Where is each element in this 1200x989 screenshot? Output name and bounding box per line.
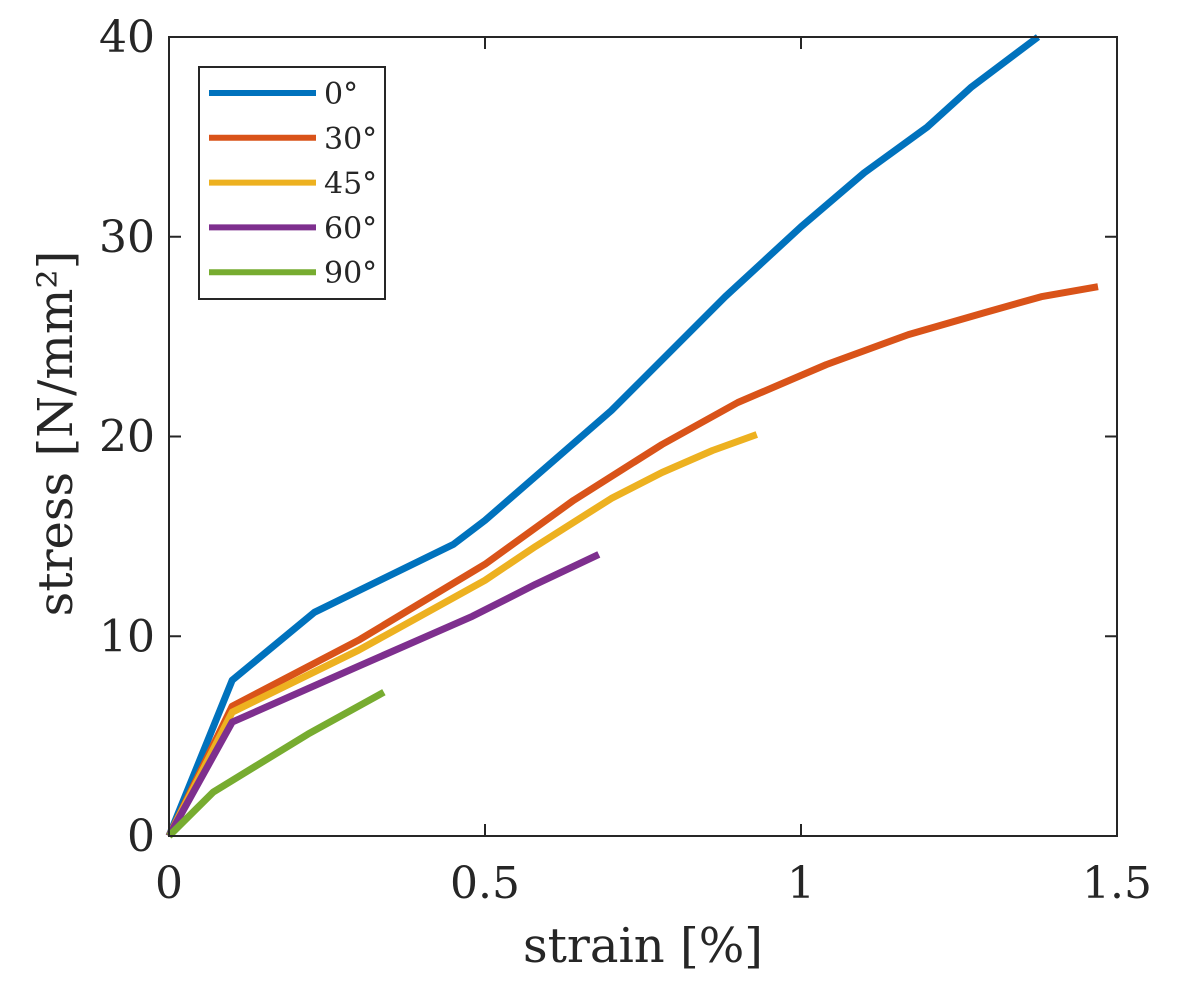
legend-label-4: 90° <box>324 256 377 291</box>
x-axis-label: strain [%] <box>523 918 763 974</box>
series-lines <box>165 34 1099 839</box>
series-line-3 <box>165 551 601 838</box>
y-axis-label: stress [N/mm²] <box>28 251 84 617</box>
legend-label-2: 45° <box>324 167 377 202</box>
series-line-2 <box>165 431 758 838</box>
legend-label-1: 30° <box>324 122 377 157</box>
x-tick-label: 0 <box>155 858 183 909</box>
y-tick-label: 40 <box>99 12 155 63</box>
y-tick-label: 20 <box>99 412 155 463</box>
axis-ticks <box>168 36 1118 837</box>
legend: 0° 30° 45° 60° 90° <box>198 66 386 300</box>
series-line-4 <box>166 689 386 839</box>
legend-label-0: 0° <box>324 77 358 112</box>
y-tick-label: 10 <box>99 611 155 662</box>
y-tick-label: 0 <box>127 811 155 862</box>
x-tick-label: 0.5 <box>450 858 520 909</box>
x-tick-label: 1 <box>787 858 815 909</box>
series-line-1 <box>165 283 1099 838</box>
series-line-0 <box>165 34 1041 838</box>
tick-labels: 0 0.5 1 1.5 0 10 20 30 40 <box>99 12 1152 909</box>
y-tick-label: 30 <box>99 212 155 263</box>
x-tick-label: 1.5 <box>1082 858 1152 909</box>
legend-label-3: 60° <box>324 211 377 246</box>
